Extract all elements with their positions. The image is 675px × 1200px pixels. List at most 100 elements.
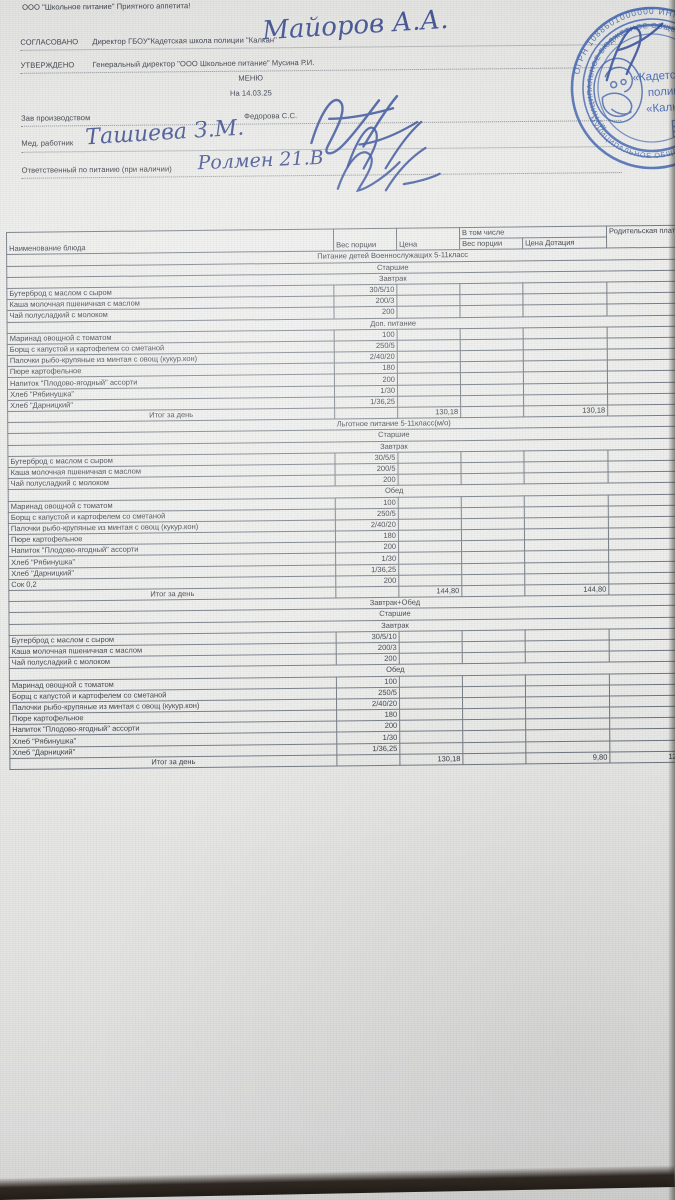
dish-price: [396, 294, 460, 307]
dish-weight: 250/5: [334, 340, 398, 353]
total-included-weight: [461, 584, 525, 597]
dish-weight: 180: [336, 709, 400, 722]
th-weight: Вес порции: [333, 228, 397, 252]
dish-included-price: [522, 293, 607, 306]
dish-weight: 1/36,25: [335, 563, 399, 576]
dish-included-price: [524, 494, 609, 507]
signature-scribble-2: [346, 120, 423, 170]
dish-included-price: [525, 740, 610, 753]
dish-included-weight: [462, 707, 526, 720]
dish-parent-pay: [606, 281, 675, 294]
dish-price: [397, 384, 461, 397]
dish-parent-pay: [607, 348, 675, 361]
production-head-name: Федорова С.С.: [244, 111, 298, 121]
dish-included-weight: [460, 349, 524, 362]
dish-weight: 1/30: [336, 731, 400, 744]
dish-included-weight: [459, 282, 523, 295]
th-included-price: Цена Дотация: [522, 237, 607, 250]
th-price: Цена: [396, 227, 460, 251]
dish-weight: 1/30: [335, 552, 399, 565]
dish-parent-pay: [606, 303, 675, 316]
dish-parent-pay: [607, 325, 675, 338]
dish-price: [397, 462, 462, 475]
total-parent-pay: 120,58: [609, 750, 675, 763]
dish-parent-pay: [608, 560, 675, 573]
menu-title: МЕНЮ: [238, 73, 264, 83]
desk-edge-right-shadow: [668, 0, 675, 1200]
official-round-stamp: ОГРН 1088601000000 ИНН 860100000 МУНИЦИП…: [560, 0, 675, 170]
dish-weight: 30/5/10: [333, 284, 397, 297]
dish-included-weight: [460, 338, 524, 351]
total-parent-pay: [608, 583, 675, 596]
dish-included-price: [525, 651, 610, 664]
dish-parent-pay: [609, 728, 675, 741]
approval-text: Директор ГБОУ"Кадетская школа полиции "К…: [92, 35, 277, 47]
dish-included-price: [523, 382, 608, 395]
dish-included-weight: [459, 294, 523, 306]
signature-scribble-3: [336, 146, 441, 193]
dish-included-weight: [459, 305, 524, 318]
dish-price: [398, 540, 462, 553]
dish-included-weight: [460, 327, 524, 340]
dish-included-price: [524, 505, 609, 518]
dish-parent-pay: [607, 359, 675, 372]
dish-parent-pay: [608, 538, 675, 551]
total-weight: [334, 407, 398, 420]
dish-included-price: [524, 539, 609, 552]
dish-included-weight: [462, 685, 526, 698]
dish-parent-pay: [607, 448, 675, 461]
dish-included-weight: [460, 461, 525, 474]
dish-price: [397, 373, 461, 385]
dish-price: [399, 675, 463, 687]
total-weight: [335, 586, 399, 599]
dish-included-weight: [462, 730, 526, 743]
dish-weight: 2/40/20: [335, 519, 399, 532]
total-included-weight: [460, 405, 524, 418]
dish-included-price: [525, 718, 610, 731]
dish-price: [398, 552, 462, 564]
dish-weight: 2/40/20: [334, 351, 398, 364]
dish-parent-pay: [608, 571, 675, 584]
responsible-label: Ответственный по питанию (при наличии): [21, 164, 172, 175]
dish-weight: 30/5/5: [334, 452, 398, 464]
dish-weight: 200/3: [336, 642, 400, 655]
table-body: Питание детей Военнослужащих 5-11класс Ст…: [6, 246, 675, 770]
dish-included-weight: [462, 640, 526, 653]
dish-price: [398, 518, 462, 531]
th-included-weight: Вес порции: [459, 238, 523, 250]
dish-included-price: [525, 684, 610, 697]
dish-included-price: [524, 472, 609, 485]
dish-price: [399, 742, 463, 755]
dish-weight: 200: [335, 474, 399, 487]
document-header: ООО "Школьное питание" Приятного аппетит…: [0, 0, 675, 205]
dish-weight: 180: [335, 530, 399, 543]
dish-included-weight: [461, 551, 525, 564]
dish-price: [396, 305, 461, 318]
dish-included-weight: [461, 495, 525, 508]
dish-included-price: [522, 281, 607, 295]
total-price: 130,18: [399, 753, 463, 766]
dish-included-price: [523, 337, 608, 350]
dish-included-price: [523, 371, 608, 384]
signature-scribble-1: [310, 94, 399, 155]
dish-included-price: [523, 349, 608, 362]
dish-weight: 180: [334, 362, 398, 375]
dish-price: [397, 361, 461, 374]
dish-included-weight: [462, 674, 526, 687]
dish-weight: 200/5: [335, 463, 399, 476]
dish-included-price: [525, 628, 610, 641]
dish-included-weight: [461, 473, 525, 485]
dish-weight: 1/30: [334, 384, 398, 397]
dish-included-weight: [461, 562, 525, 575]
dish-price: [397, 339, 461, 352]
dish-parent-pay: [608, 471, 675, 484]
approval-label: СОГЛАСОВАНО: [20, 37, 79, 47]
total-price: 144,80: [398, 585, 462, 598]
dish-included-weight: [460, 372, 524, 385]
dish-included-weight: [460, 361, 524, 374]
dish-parent-pay: [607, 370, 675, 383]
dish-weight: 200: [334, 373, 398, 386]
dish-price: [398, 473, 462, 486]
dish-included-price: [523, 360, 608, 373]
total-included-price: 144,80: [524, 583, 609, 597]
